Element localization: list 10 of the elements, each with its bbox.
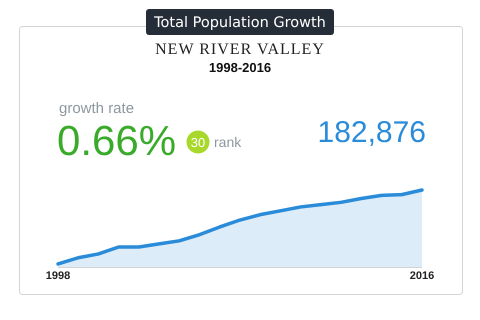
text: 182,876 [318, 116, 426, 149]
x-tick-label: 2016 [410, 270, 434, 282]
text: 0.66% [57, 117, 176, 164]
text: 1998-2016 [208, 60, 272, 75]
text: growth rate [59, 100, 134, 117]
chart-subtitle: NEW RIVER VALLEY [155, 41, 325, 58]
text: rank [214, 134, 242, 150]
x-tick-label: 1998 [46, 270, 70, 282]
text: 30 [190, 135, 206, 150]
chart-title: Total Population Growth [153, 15, 326, 31]
